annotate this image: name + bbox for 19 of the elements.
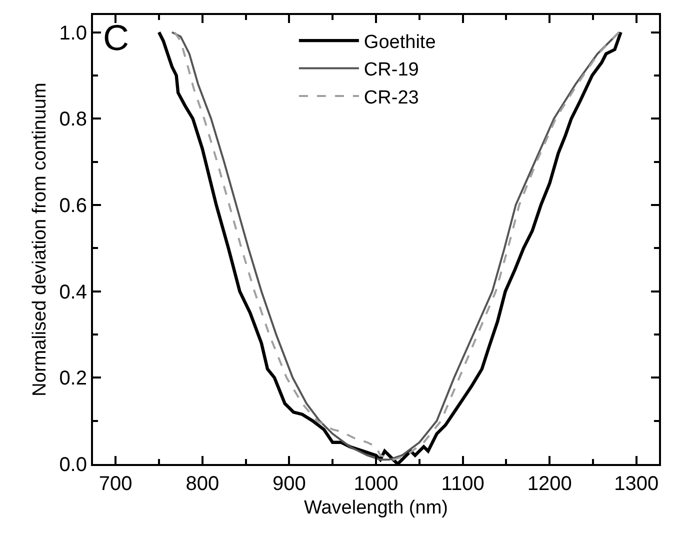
y-tick-label: 0.2 [59, 368, 87, 390]
x-tick-label: 1300 [614, 473, 659, 495]
x-tick-label: 1200 [527, 473, 572, 495]
x-tick-label: 1000 [354, 473, 398, 495]
y-tick-label: 0.8 [59, 108, 87, 131]
legend-label: CR-19 [364, 60, 419, 81]
y-axis-title: Normalised deviation from continuum [30, 82, 51, 396]
y-tick-label: 0.6 [59, 194, 87, 217]
x-tick-label: 800 [186, 473, 220, 495]
x-axis-title: Wavelength (nm) [304, 497, 448, 518]
legend-label: CR-23 [364, 87, 419, 108]
y-tick-label: 0.0 [59, 454, 87, 476]
annotation: C [103, 17, 129, 58]
x-tick-label: 1100 [441, 473, 484, 495]
y-tick-label: 0.4 [59, 281, 87, 304]
legend-label: Goethite [364, 32, 436, 53]
x-tick-label: 700 [98, 473, 132, 495]
x-tick-label: 900 [272, 473, 306, 495]
y-tick-label: 1.0 [59, 22, 87, 44]
